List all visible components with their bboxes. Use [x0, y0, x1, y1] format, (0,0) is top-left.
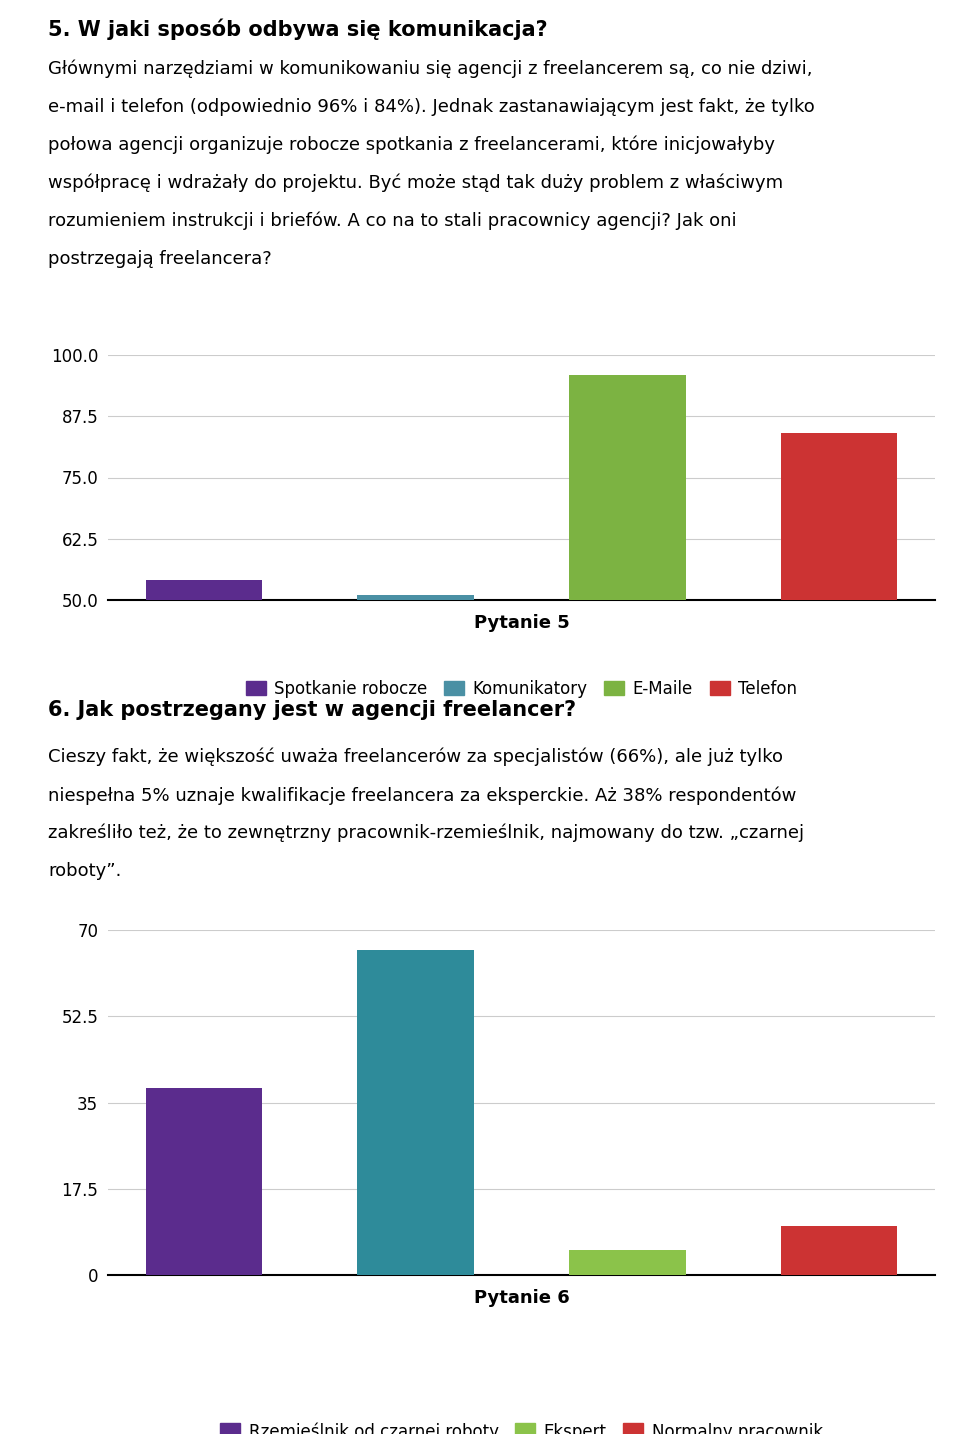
Bar [780, 433, 898, 845]
Bar [569, 1250, 685, 1275]
Bar [146, 1088, 262, 1275]
Bar [780, 1226, 898, 1275]
X-axis label: Pytanie 5: Pytanie 5 [473, 614, 569, 632]
Text: roboty”.: roboty”. [48, 862, 121, 880]
Text: współpracę i wdrażały do projektu. Być może stąd tak duży problem z właściwym: współpracę i wdrażały do projektu. Być m… [48, 174, 783, 192]
Text: postrzegają freelancera?: postrzegają freelancera? [48, 250, 272, 268]
Bar [357, 949, 474, 1275]
X-axis label: Pytanie 6: Pytanie 6 [473, 1289, 569, 1306]
Legend: Rzemieślnik od czarnej roboty, Specjalista, Ekspert, Normalny pracownik: Rzemieślnik od czarnej roboty, Specjalis… [214, 1415, 829, 1434]
Text: niespełna 5% uznaje kwalifikacje freelancera za eksperckie. Aż 38% respondentów: niespełna 5% uznaje kwalifikacje freelan… [48, 786, 797, 804]
Text: 6. Jak postrzegany jest w agencji freelancer?: 6. Jak postrzegany jest w agencji freela… [48, 700, 576, 720]
Legend: Spotkanie robocze, Komunikatory, E-Maile, Telefon: Spotkanie robocze, Komunikatory, E-Maile… [239, 673, 804, 704]
Text: rozumieniem instrukcji i briefów. A co na to stali pracownicy agencji? Jak oni: rozumieniem instrukcji i briefów. A co n… [48, 212, 736, 231]
Text: 5. W jaki sposób odbywa się komunikacja?: 5. W jaki sposób odbywa się komunikacja? [48, 19, 547, 40]
Text: połowa agencji organizuje robocze spotkania z freelancerami, które inicjowałyby: połowa agencji organizuje robocze spotka… [48, 136, 775, 155]
Text: Cieszy fakt, że większość uważa freelancerów za specjalistów (66%), ale już tylk: Cieszy fakt, że większość uważa freelanc… [48, 749, 783, 767]
Bar [357, 595, 474, 845]
Bar [569, 374, 685, 845]
Text: e-mail i telefon (odpowiednio 96% i 84%). Jednak zastanawiającym jest fakt, że t: e-mail i telefon (odpowiednio 96% i 84%)… [48, 98, 815, 116]
Bar [146, 581, 262, 845]
Text: zakreśliło też, że to zewnętrzny pracownik-rzemieślnik, najmowany do tzw. „czarn: zakreśliło też, że to zewnętrzny pracown… [48, 825, 804, 843]
Text: Głównymi narzędziami w komunikowaniu się agencji z freelancerem są, co nie dziwi: Głównymi narzędziami w komunikowaniu się… [48, 60, 812, 79]
